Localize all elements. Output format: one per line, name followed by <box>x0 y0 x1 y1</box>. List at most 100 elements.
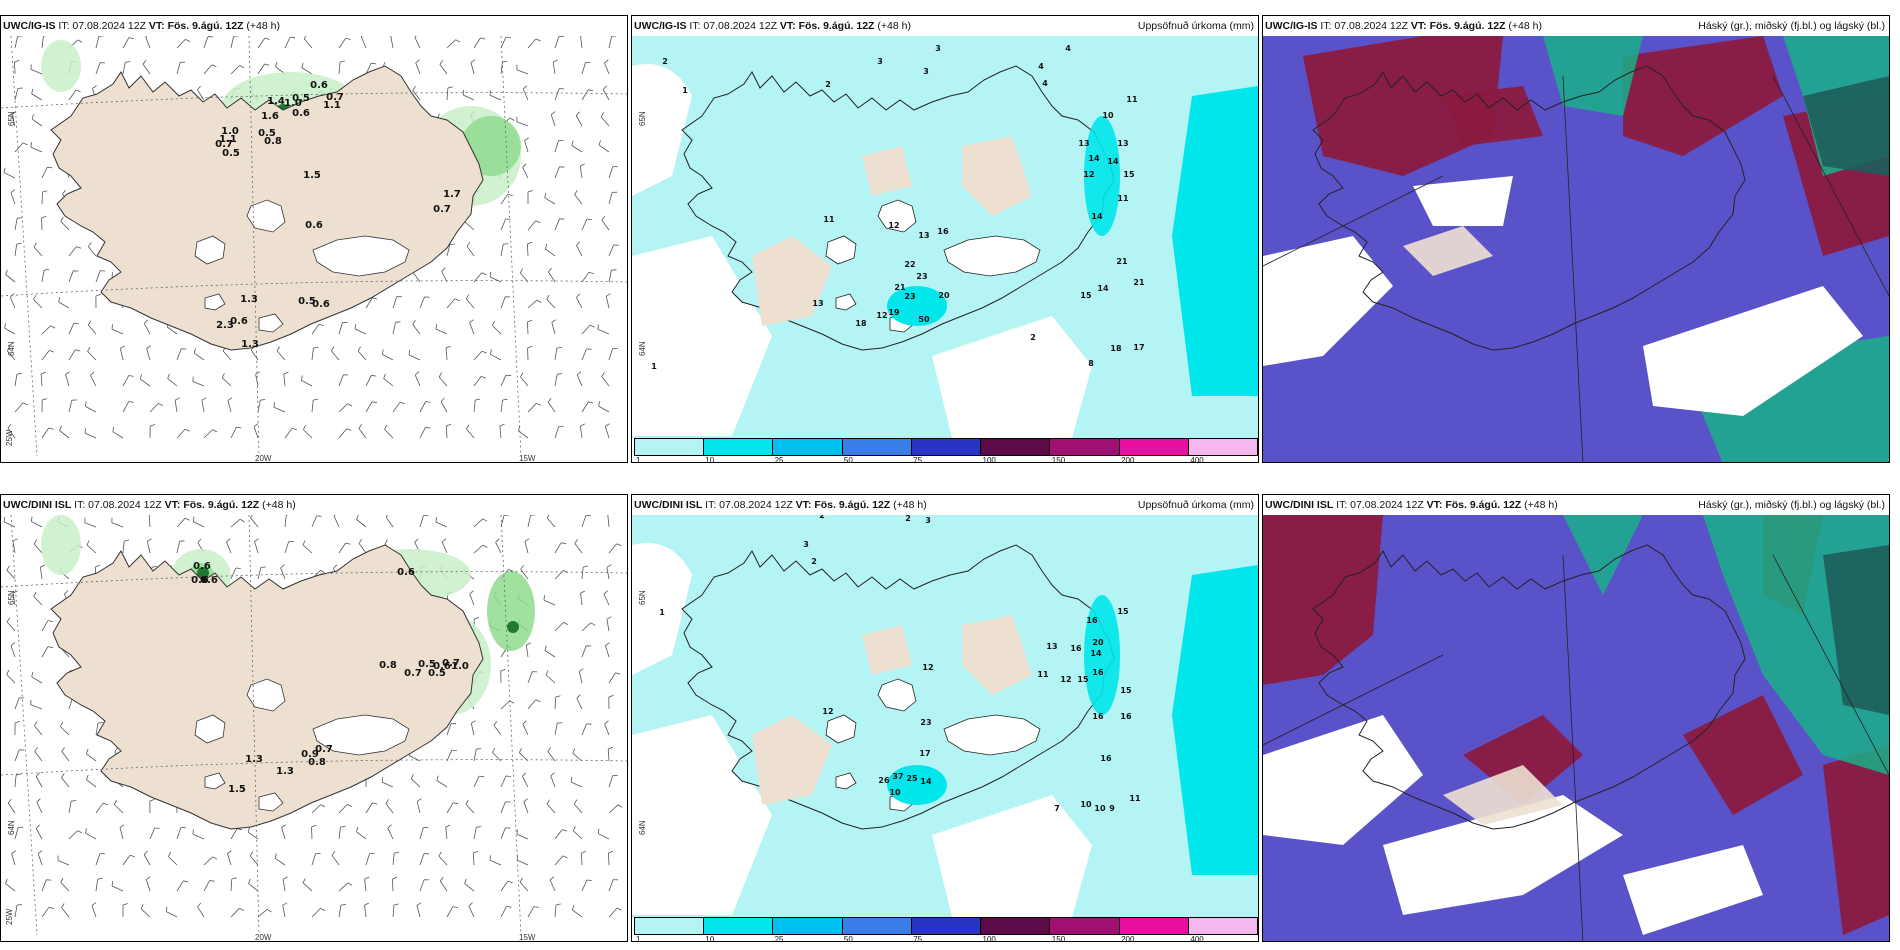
value-label: 0.6 <box>193 561 211 572</box>
model-label: UWC/IG-IS <box>1265 20 1318 32</box>
init-time: IT: 07.08.2024 12Z <box>705 499 793 511</box>
colorbar-segment <box>704 439 774 455</box>
high-cloud-area <box>1303 36 1503 176</box>
colorbar-tick-label: 400 <box>1190 456 1204 463</box>
init-time: IT: 07.08.2024 12Z <box>74 499 162 511</box>
dry-land <box>752 715 832 805</box>
value-labels: 0.60.5 0.71.4 1.0 1.10.61.61.01.10.50.7 0.80… <box>215 80 461 350</box>
longitude-label: 20W <box>255 454 272 463</box>
value-label: 0.5 <box>298 296 316 307</box>
panel-title: Háský (gr.), miðský (fj.bl.) og lágský (… <box>1698 499 1885 511</box>
value-label: 0.5 <box>222 148 240 159</box>
value-label: 0.5 <box>292 93 310 104</box>
value-label: 15 <box>1080 291 1092 300</box>
value-label: 7 <box>1054 804 1060 813</box>
latitude-label: 65N <box>7 111 16 126</box>
value-label: 1.5 <box>228 784 246 795</box>
lead-time: (+48 h) <box>893 499 927 511</box>
dry-area <box>632 543 692 675</box>
longitude-label: 15W <box>519 454 536 463</box>
glacier <box>246 678 286 712</box>
dry-land <box>962 136 1032 216</box>
cloud-free-land <box>1443 765 1563 825</box>
longitude-label: 20W <box>255 933 272 942</box>
value-label: 16 <box>1092 712 1104 721</box>
value-label: 1.6 <box>261 111 279 122</box>
value-label: 0.7 <box>315 744 333 755</box>
panel-header: UWC/DINI ISL IT: 07.08.2024 12Z VT: Fös.… <box>634 499 927 511</box>
value-label: 10 <box>1102 111 1114 120</box>
value-label: 16 <box>1100 754 1112 763</box>
model-label: UWC/DINI ISL <box>1265 499 1334 511</box>
value-label: 1.3 <box>245 754 263 765</box>
high-cloud-area <box>1823 745 1889 935</box>
colorbar-tick-label: 10 <box>705 935 715 942</box>
value-label: 26 <box>878 776 890 785</box>
value-label: 21 <box>1133 278 1145 287</box>
value-label: 13 <box>1078 139 1089 148</box>
value-label: 20 <box>1092 638 1104 647</box>
value-label: 10 <box>1080 800 1092 809</box>
value-label: 10 <box>889 788 901 797</box>
latitude-label: 25W <box>5 429 14 446</box>
colorbar-tick-label: 100 <box>982 935 996 942</box>
value-label: 13 <box>1046 642 1057 651</box>
value-label: 21 <box>894 283 906 292</box>
value-label: 0.6 <box>397 567 415 578</box>
value-label: 12 <box>876 311 887 320</box>
value-label: 10 <box>1094 804 1106 813</box>
value-label: 0.6 <box>433 661 451 672</box>
high-cloud-area <box>1443 86 1543 146</box>
colorbar-tick-label: 10 <box>705 456 715 463</box>
model-label: UWC/IG-IS <box>634 20 687 32</box>
value-label: 14 <box>920 777 932 786</box>
precip-area <box>41 515 81 575</box>
value-label: 3 <box>923 67 929 76</box>
value-label: 0.9 <box>301 749 319 760</box>
dry-land <box>752 236 832 326</box>
latitude-label: 64N <box>7 341 16 356</box>
colorbar-tick-label: 200 <box>1121 456 1135 463</box>
colorbar-segment <box>773 918 843 934</box>
dini-wind-map-panel: UWC/DINI ISL IT: 07.08.2024 12Z VT: Fös.… <box>0 494 628 942</box>
colorbar-segment <box>981 918 1051 934</box>
colorbar-tick-label: 1 <box>636 456 641 463</box>
value-label: 0.6 <box>292 108 310 119</box>
value-label: 0.8 <box>264 136 282 147</box>
latitude-label: 65N <box>7 590 16 605</box>
value-label: 25 <box>906 774 918 783</box>
colorbar-tick-label: 25 <box>774 935 784 942</box>
colorbar-segment <box>704 918 774 934</box>
value-label: 1.1 <box>219 134 237 145</box>
colorbar-segment <box>1050 918 1120 934</box>
valid-time: VT: Fös. 9.ágú. 12Z <box>779 20 875 32</box>
value-label: 9 <box>1109 804 1115 813</box>
iceland-coastline <box>1312 65 1746 351</box>
panel-title: Háský (gr.), miðský (fj.bl.) og lágský (… <box>1698 20 1885 32</box>
teal-cloud-area <box>1823 545 1889 715</box>
value-label: 11 <box>823 215 835 224</box>
colorbar-tick-label: 100 <box>982 456 996 463</box>
heavy-accum-area <box>887 286 947 326</box>
colorbar-tick-label: 1 <box>636 935 641 942</box>
value-label: 11 <box>1117 194 1129 203</box>
valid-time: VT: Fös. 9.ágú. 12Z <box>795 499 891 511</box>
colorbar-segment <box>1119 439 1189 455</box>
colorbar-segment <box>773 439 843 455</box>
value-label: 0.6 <box>312 299 330 310</box>
value-label: 13 <box>812 299 823 308</box>
lead-time: (+48 h) <box>262 499 296 511</box>
value-label: 17 <box>919 749 930 758</box>
value-label: 4 <box>1038 62 1044 71</box>
value-label: 1 <box>659 608 665 617</box>
glacier <box>877 678 917 712</box>
value-label: 0.7 <box>442 658 460 669</box>
value-label: 16 <box>937 227 949 236</box>
value-label: 23 <box>916 272 927 281</box>
value-label: 1.7 <box>443 189 461 200</box>
heavy-accum-area <box>1172 86 1258 396</box>
colorbar-segment <box>911 918 982 934</box>
dry-area <box>932 795 1092 917</box>
